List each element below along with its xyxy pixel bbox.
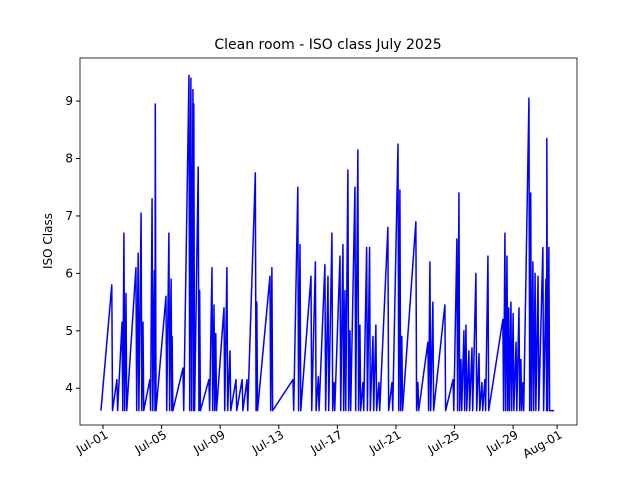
y-tick-label: 4 (65, 381, 73, 395)
data-line (100, 74, 555, 412)
y-tick-label: 5 (65, 324, 73, 338)
axes-frame (79, 57, 578, 426)
chart-title: Clean room - ISO class July 2025 (214, 37, 441, 53)
y-tick-label: 6 (65, 266, 73, 280)
y-tick-label: 9 (65, 94, 73, 108)
y-tick-label: 8 (65, 152, 73, 166)
y-tick-label: 7 (65, 209, 73, 223)
y-axis-label: ISO Class (41, 213, 55, 269)
